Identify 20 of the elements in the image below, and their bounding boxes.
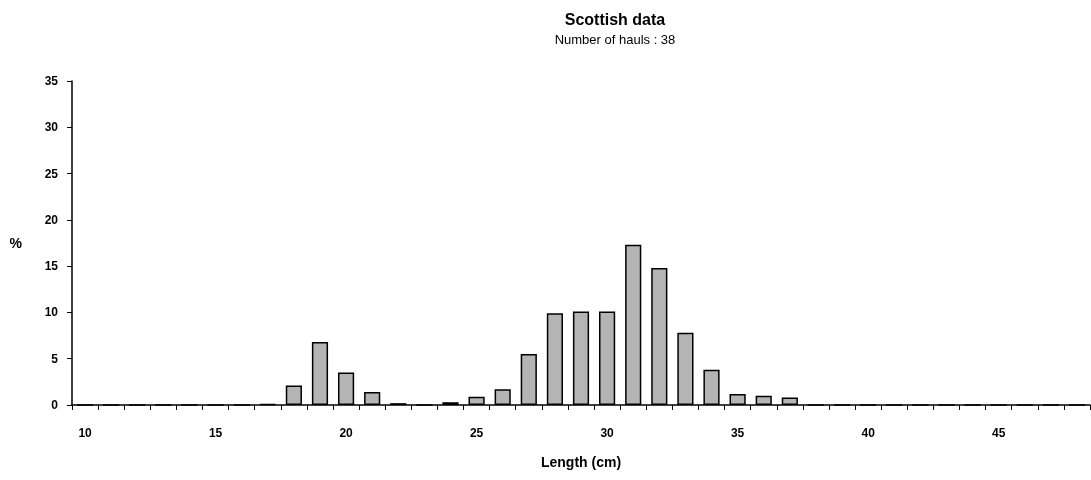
y-tick-label: 5 bbox=[51, 351, 59, 366]
x-tick-label: 40 bbox=[861, 426, 876, 440]
chart-title: Scottish data bbox=[564, 10, 666, 28]
y-tick-label: 20 bbox=[44, 212, 59, 227]
y-tick-label: 35 bbox=[44, 74, 59, 88]
y-tick-label: 10 bbox=[44, 305, 59, 320]
x-tick-label: 10 bbox=[78, 426, 93, 440]
x-axis-title: Length (cm) bbox=[540, 454, 622, 470]
x-tick-label: 30 bbox=[600, 426, 615, 440]
chart-subtitle: Number of hauls : 38 bbox=[554, 32, 676, 47]
x-tick-label: 35 bbox=[730, 426, 745, 440]
y-axis-title: % bbox=[9, 235, 23, 251]
y-tick-label: 30 bbox=[44, 120, 59, 135]
y-tick-label: 0 bbox=[51, 398, 59, 412]
y-tick-label: 15 bbox=[44, 259, 59, 274]
x-tick-label: 15 bbox=[208, 426, 223, 440]
x-tick-label: 45 bbox=[991, 426, 1006, 440]
y-tick-label: 25 bbox=[44, 166, 59, 181]
x-tick-label: 25 bbox=[469, 426, 484, 440]
x-tick-label: 20 bbox=[339, 426, 354, 440]
